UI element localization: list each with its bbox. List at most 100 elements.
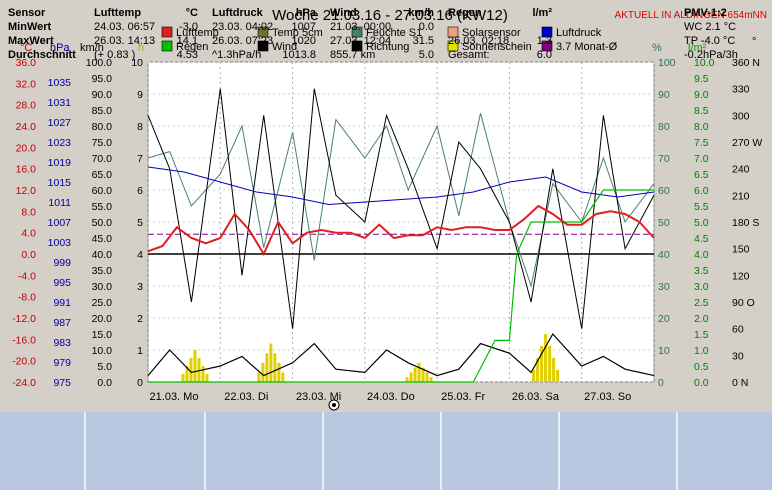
rain-tick: 4.5: [694, 233, 709, 245]
temp-tick: 0.0: [21, 249, 36, 261]
sunshine-bar: [540, 346, 544, 382]
cell-label: ^1.3hPa/h: [212, 49, 262, 61]
row-label: MinWert: [8, 21, 52, 33]
col-unit: l/m²: [532, 7, 552, 19]
humidity-tick: 50: [658, 217, 670, 229]
sunshine-bar: [429, 377, 433, 382]
humidity-tick: 90: [658, 89, 670, 101]
wind-tick: 10.0: [92, 345, 113, 357]
rain-tick: 1.5: [694, 329, 709, 341]
col-unit: km/h: [408, 7, 434, 19]
humidity-tick: 100: [658, 57, 676, 69]
temp-tick: 16.0: [16, 164, 37, 176]
temp-tick: -24.0: [12, 377, 36, 389]
direction-tick: 90 O: [732, 297, 755, 309]
wind-h-tick: 0: [137, 377, 143, 389]
pressure-tick: 1019: [48, 157, 72, 169]
cell-value: -3.0: [179, 21, 198, 33]
cell-label: 24.03. 06:57: [94, 21, 156, 33]
legend-label: Regen: [176, 41, 208, 53]
table-col-wind: Wind km/h 21.03. 00:00 0.0 27.03. 12:04 31.…: [330, 6, 438, 62]
sunshine-bar: [409, 372, 413, 382]
col-header: PMV-1:2: [684, 7, 727, 19]
rain-line: [148, 189, 654, 383]
wind-axis-header: km/h: [80, 42, 104, 54]
rain-tick: 6.0: [694, 185, 709, 197]
chart-legend: Lufttemp Temp 5cm Feuchte S1 Solarsensor Luf…: [161, 26, 618, 53]
wind-tick: 20.0: [92, 313, 113, 325]
col-unit: °C: [185, 7, 198, 19]
pressure-tick: 995: [53, 277, 71, 289]
cell-value: 4.53: [176, 49, 198, 61]
rain-tick: 5.5: [694, 201, 709, 213]
table-col-sensor: Sensor MinWert MaxWert Durchschnitt: [8, 6, 82, 62]
temp-tick: 32.0: [16, 78, 37, 90]
pressure-tick: 1011: [48, 197, 71, 209]
temp-tick: 28.0: [16, 100, 37, 112]
cell-value: 5.0: [418, 49, 434, 61]
cell-value: TP -4.0 °C: [684, 35, 736, 47]
sunshine-bar: [205, 374, 209, 382]
humidity-tick: 40: [658, 249, 670, 261]
wind-h-tick: 6: [137, 185, 143, 197]
legend-label: Luftdruck: [556, 27, 602, 39]
cell-value: -0.2hPa/3h: [684, 49, 738, 61]
sunshine-bar: [197, 358, 201, 382]
table-divider: [322, 412, 324, 490]
pressure-tick: 999: [53, 257, 71, 269]
wind-tick: 95.0: [92, 73, 113, 85]
wind-h-tick: 4: [137, 249, 143, 261]
cell-value: 14.1: [176, 35, 198, 47]
humidity-axis-header: %: [652, 42, 662, 54]
chart-title: Woche 21.03.16 - 27.03.16 (KW12): [272, 7, 508, 24]
table-col-luftdruck: Luftdruck hPa 23.03. 04:02 1007 26.03. 07:…: [212, 6, 320, 62]
wind-tick: 100.0: [86, 57, 112, 69]
wind-tick: 75.0: [92, 137, 113, 149]
legend-label: Lufttemp: [176, 27, 219, 39]
temp-tick: -8.0: [18, 292, 36, 304]
table-col-lufttemp: Lufttemp °C 24.03. 06:57 -3.0 26.03. 14:13…: [94, 6, 202, 62]
x-tick: 21.03. Mo: [150, 391, 199, 403]
legend-label: Feuchte S1: [366, 27, 422, 39]
sunshine-bar: [417, 362, 421, 382]
temp-axis-header: °C: [20, 42, 32, 54]
temp-tick: 36.0: [16, 57, 37, 69]
wind-tick: 30.0: [92, 281, 113, 293]
cell-value: 6.0: [536, 49, 552, 61]
humidity-tick: 20: [658, 313, 670, 325]
cell-value: 1020: [291, 35, 316, 47]
wind-h-tick: 8: [137, 121, 143, 133]
col-header: Sensor: [8, 7, 46, 19]
rain-tick: 7.5: [694, 137, 709, 149]
pressure-axis-header: hPa: [50, 42, 70, 54]
temp-tick: -16.0: [12, 334, 36, 346]
table-divider: [440, 412, 442, 490]
cell-label: Gesamt:: [448, 49, 490, 61]
sunshine-bar: [405, 377, 409, 382]
legend-swatch: [447, 26, 459, 38]
rain-tick: 10.0: [694, 57, 715, 69]
scroll-marker[interactable]: [328, 399, 340, 411]
pressure-tick: 1007: [48, 217, 72, 229]
legend-swatch: [351, 26, 363, 38]
temp-tick: 4.0: [21, 228, 36, 240]
x-tick: 24.03. Do: [367, 391, 415, 403]
sunshine-bar: [548, 346, 552, 382]
rain-tick: 3.5: [694, 265, 709, 277]
sunshine-bar: [425, 372, 429, 382]
direction-tick: 270 W: [732, 137, 762, 149]
legend-label: Solarsensor: [462, 27, 521, 39]
pressure-tick: 987: [53, 317, 71, 329]
cell-label: 21.03. 00:00: [330, 21, 392, 33]
chart-axes: 36.032.028.024.020.016.012.08.04.00.0-4.…: [12, 57, 762, 389]
wind-h-tick: 7: [137, 153, 143, 165]
legend-label: Sonnenschein: [462, 41, 532, 53]
pressure-tick: 983: [53, 337, 71, 349]
wind-h-tick: 2: [137, 313, 143, 325]
sunshine-bar: [532, 370, 536, 382]
sunshine-bar: [261, 362, 265, 382]
legend-swatch: [541, 26, 553, 38]
wind-tick: 40.0: [92, 249, 113, 261]
rain-tick: 1.0: [694, 345, 709, 357]
wind-tick: 15.0: [92, 329, 113, 341]
